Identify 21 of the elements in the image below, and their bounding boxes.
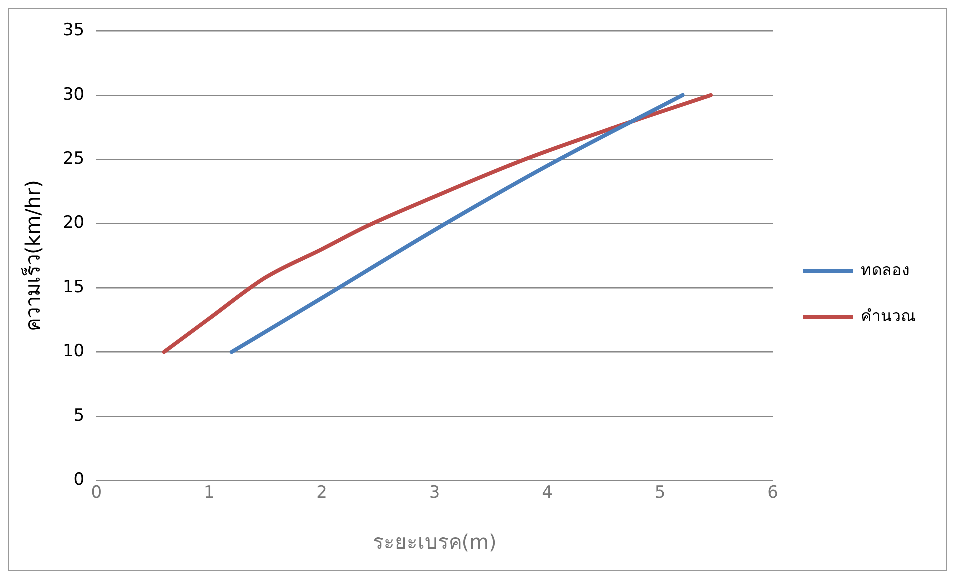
y-tick-label: 10 <box>62 342 85 362</box>
y-tick-label: 20 <box>62 213 85 234</box>
y-tick-label: 35 <box>62 20 85 41</box>
x-tick-label: 1 <box>204 483 215 504</box>
x-tick-label: 5 <box>654 483 666 504</box>
y-tick-label: 15 <box>62 277 85 298</box>
y-tick-label: 5 <box>74 406 85 426</box>
x-tick-label: 3 <box>429 483 440 504</box>
legend-label: ทดลอง <box>861 260 910 280</box>
y-tick-label: 25 <box>62 149 85 170</box>
x-tick-label: 4 <box>542 483 553 504</box>
y-tick-label: 30 <box>62 84 85 105</box>
x-tick-label: 2 <box>316 483 328 504</box>
line-series <box>162 93 713 354</box>
line-series <box>230 93 685 354</box>
y-axis-title: ความเร็ว(km/hr) <box>20 180 46 332</box>
x-tick-label: 0 <box>91 483 102 504</box>
x-axis-title: ระยะเบรค(m) <box>372 530 497 554</box>
legend-label: คำนวณ <box>861 306 916 326</box>
y-tick-label: 0 <box>74 470 85 490</box>
x-tick-label: 6 <box>768 483 778 504</box>
